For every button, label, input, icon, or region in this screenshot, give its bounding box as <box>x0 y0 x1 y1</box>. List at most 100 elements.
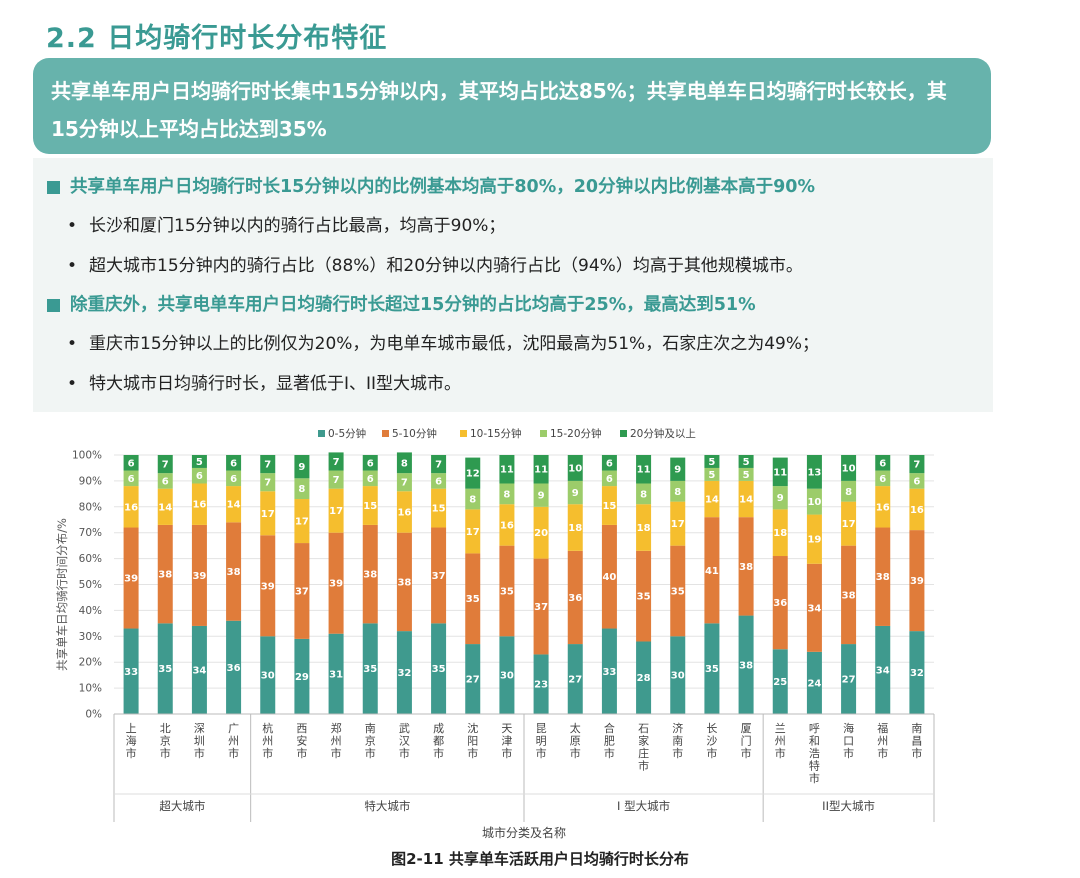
bar-segment <box>465 457 481 489</box>
bar-segment <box>499 545 515 637</box>
legend-label: 5-10分钟 <box>392 427 437 440</box>
dot-bullet-icon: • <box>67 256 78 276</box>
data-label: 8 <box>298 484 305 495</box>
data-label: 39 <box>124 574 138 585</box>
x-tick-label-char: 阳 <box>467 735 478 748</box>
bar-segment <box>260 535 276 637</box>
x-tick-label-char: 沈 <box>467 721 478 735</box>
bullet-item: • 超大城市15分钟内的骑行占比（88%）和20分钟以内骑行占比（94%）均高于其… <box>47 246 993 286</box>
bar-segment <box>704 623 720 714</box>
x-tick-label-char: 京 <box>160 734 171 748</box>
data-label: 35 <box>466 594 480 605</box>
y-axis-title: 共享单车日均骑行时间分布/% <box>55 518 69 671</box>
dot-bullet-icon: • <box>67 334 78 354</box>
bar-segment <box>226 620 242 714</box>
x-tick-label-char: 市 <box>331 746 342 760</box>
bar-segment <box>499 504 515 546</box>
bar-segment <box>328 452 344 471</box>
data-label: 14 <box>158 502 172 513</box>
data-label: 9 <box>674 465 681 476</box>
x-axis-title: 城市分类及名称 <box>482 825 566 840</box>
bar-segment <box>465 644 481 714</box>
legend-swatch <box>540 430 547 437</box>
x-tick-label-char: 市 <box>126 746 137 760</box>
bar-segment <box>157 623 173 714</box>
bar-segment <box>533 455 549 484</box>
data-label: 16 <box>397 507 411 518</box>
x-tick-label-char: 市 <box>911 746 922 760</box>
bar-segment <box>772 556 788 650</box>
data-label: 23 <box>534 680 548 691</box>
data-label: 37 <box>534 602 548 613</box>
bar-segment <box>636 504 652 551</box>
data-label: 35 <box>637 592 651 603</box>
group-label: I 型大城市 <box>617 799 670 813</box>
data-label: 25 <box>773 677 787 688</box>
bar-segment <box>191 455 207 468</box>
square-bullet-icon <box>47 180 60 194</box>
bar-segment <box>157 488 173 525</box>
bar-segment <box>772 457 788 487</box>
bar-segment <box>260 491 276 536</box>
x-tick-label-char: 市 <box>570 746 581 760</box>
data-label: 34 <box>192 665 206 676</box>
x-tick-label-char: 厦 <box>741 722 752 735</box>
bar-segment <box>396 631 412 714</box>
x-tick-label-char: 州 <box>262 735 273 748</box>
bar-segment <box>362 470 378 487</box>
data-label: 10 <box>568 463 582 474</box>
data-label: 6 <box>435 476 442 487</box>
data-label: 6 <box>367 474 374 485</box>
data-label: 6 <box>606 458 613 469</box>
bar-segment <box>704 517 720 624</box>
x-tick-label-char: 成 <box>433 722 444 735</box>
x-tick-label-char: 肥 <box>604 735 615 748</box>
bar-segment <box>806 455 822 489</box>
data-label: 15 <box>602 501 616 512</box>
data-label: 9 <box>538 491 545 502</box>
data-label: 8 <box>640 489 647 500</box>
data-label: 30 <box>500 671 514 682</box>
data-label: 17 <box>295 517 309 528</box>
x-tick-label-char: 市 <box>296 746 307 760</box>
data-label: 18 <box>773 528 787 539</box>
x-tick-label-char: 北 <box>160 722 171 735</box>
data-label: 18 <box>568 523 582 534</box>
bar-segment <box>704 467 720 481</box>
bar-segment <box>875 527 891 626</box>
data-label: 6 <box>913 476 920 487</box>
group-label: 超大城市 <box>159 799 205 813</box>
bar-segment <box>396 473 412 492</box>
bar-segment <box>875 625 891 714</box>
x-tick-label-char: 门 <box>741 734 752 748</box>
bar-segment <box>226 455 242 471</box>
data-label: 7 <box>333 457 340 468</box>
legend-swatch <box>620 430 627 437</box>
data-label: 5 <box>196 457 203 468</box>
bar-segment <box>806 514 822 564</box>
bar-segment <box>601 628 617 714</box>
bar-segment <box>191 524 207 626</box>
bar-segment <box>294 455 310 479</box>
data-label: 6 <box>606 474 613 485</box>
data-label: 30 <box>261 671 275 682</box>
bar-segment <box>601 486 617 525</box>
y-tick-label: 40% <box>79 605 102 617</box>
group-label: II型大城市 <box>822 799 875 813</box>
x-tick-label-char: 南 <box>672 735 683 748</box>
x-tick-label-char: 市 <box>706 746 717 760</box>
data-label: 5 <box>708 457 715 468</box>
data-label: 10 <box>807 497 821 508</box>
x-tick-label-char: 深 <box>194 722 205 735</box>
bar-segment <box>431 623 447 714</box>
bar-segment <box>294 638 310 714</box>
data-label: 19 <box>807 535 821 546</box>
bar-segment <box>226 486 242 523</box>
data-label: 31 <box>329 669 343 680</box>
data-label: 13 <box>807 467 821 478</box>
bar-segment <box>431 488 447 528</box>
bar-segment <box>567 644 583 714</box>
bar-segment <box>772 509 788 557</box>
data-label: 6 <box>230 458 237 469</box>
data-label: 38 <box>227 567 241 578</box>
